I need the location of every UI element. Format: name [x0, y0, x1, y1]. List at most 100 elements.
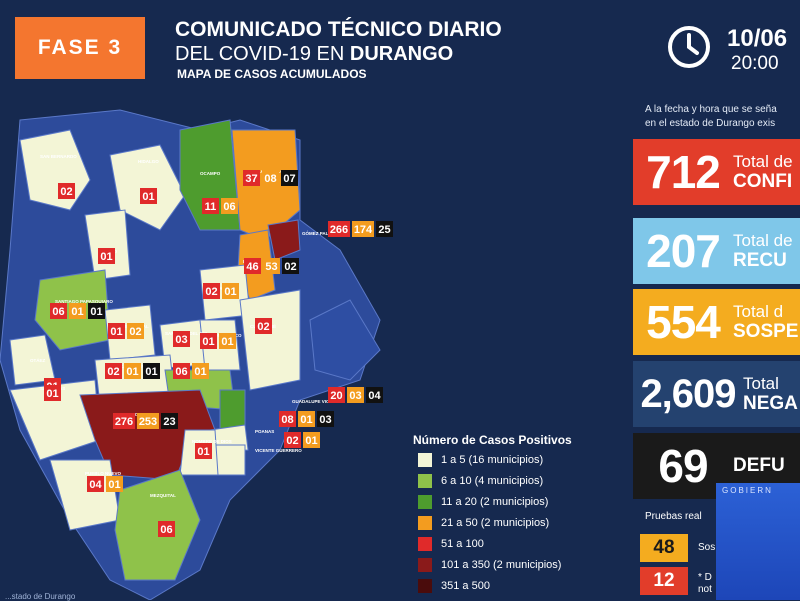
count-box [284, 432, 301, 448]
count-box [137, 413, 159, 429]
municipality-gomez-palacio [267, 219, 301, 261]
count-value: 01 [194, 366, 206, 378]
municipality-cuencame [239, 289, 301, 391]
count-value: 08 [264, 173, 276, 185]
count-box [108, 323, 125, 339]
count-value: 06 [175, 366, 187, 378]
count-box [192, 363, 209, 379]
intro-line-2: en el estado de Durango exis [645, 118, 776, 129]
stat-negative: 2,609 Total NEGA [633, 361, 800, 427]
count-box [221, 198, 238, 214]
count-value: 20 [330, 390, 342, 402]
phase-label: FASE 3 [37, 36, 123, 59]
title-prefix: DEL COVID-19 EN [175, 43, 350, 65]
legend-swatch [418, 453, 432, 467]
count-box [347, 387, 364, 403]
count-box [263, 258, 280, 274]
map-label: NOMBRE DE DIOS [192, 439, 232, 444]
count-box [127, 323, 144, 339]
legend-item: 21 a 50 (2 municipios) [418, 514, 618, 532]
legend-swatch [418, 558, 432, 572]
municipality-mezquital [114, 469, 201, 581]
count-value: 01 [145, 366, 157, 378]
count-value: 06 [160, 524, 172, 536]
legend-swatch [418, 495, 432, 509]
municipality-hidalgo [109, 144, 186, 231]
count-box [173, 363, 190, 379]
page-title-line2: DEL COVID-19 EN DURANGO [175, 43, 453, 66]
count-box [44, 385, 61, 401]
count-box [143, 363, 160, 379]
source-footer: ...stado de Durango [5, 592, 76, 601]
count-value: 01 [71, 306, 83, 318]
count-box [69, 303, 86, 319]
count-value: 01 [126, 366, 138, 378]
count-box [303, 432, 320, 448]
legend-swatch [418, 537, 432, 551]
count-value: 01 [108, 479, 120, 491]
count-box [113, 413, 135, 429]
count-value: 01 [300, 414, 312, 426]
count-value: 02 [107, 366, 119, 378]
phase-badge: FASE 3 [15, 17, 145, 79]
count-box [98, 248, 115, 264]
count-value: 02 [205, 286, 217, 298]
stat-label: Total de RECU [733, 231, 793, 271]
count-value: 03 [319, 414, 331, 426]
legend-item: 101 a 350 (2 municipios) [418, 556, 618, 574]
count-value: 23 [163, 416, 175, 428]
pruebas-title: Pruebas real [645, 511, 702, 522]
count-value: 266 [330, 224, 348, 236]
count-value: 01 [305, 435, 317, 447]
count-value: 11 [205, 201, 217, 213]
map-subtitle: MAPA DE CASOS ACUMULADOS [177, 67, 367, 81]
map-label: HIDALGO [138, 159, 159, 164]
title-state: DURANGO [349, 43, 454, 65]
count-value: 08 [281, 414, 293, 426]
count-value: 06 [223, 201, 235, 213]
legend-item: 11 a 20 (2 municipios) [418, 493, 618, 511]
pruebas-value: 48 [640, 534, 688, 562]
count-box [58, 183, 75, 199]
count-box [88, 303, 105, 319]
count-value: 02 [60, 186, 72, 198]
stat-label: Total d SOSPE [733, 302, 799, 342]
count-box [87, 476, 104, 492]
government-logo: GOBIERN [716, 483, 800, 600]
count-value: 01 [202, 336, 214, 348]
map-label: GÓMEZ PALACIO [302, 229, 340, 236]
count-box [50, 303, 67, 319]
count-box [317, 411, 334, 427]
stat-label: Total de CONFI [733, 152, 793, 192]
count-value: 46 [246, 261, 258, 273]
count-value: 02 [257, 321, 269, 333]
count-box [158, 521, 175, 537]
count-value: 01 [100, 251, 112, 263]
count-box [222, 283, 239, 299]
pruebas-label: Sos [698, 542, 716, 553]
count-box [200, 333, 217, 349]
count-value: 25 [378, 224, 390, 236]
municipality-el-oro [84, 209, 131, 281]
pruebas-value: 12 [640, 567, 688, 595]
count-box [106, 476, 123, 492]
stat-confirmed: 712 Total de CONFI [633, 139, 800, 205]
count-box [282, 258, 299, 274]
stat-value: 207 [646, 225, 721, 277]
count-value: 01 [142, 191, 154, 203]
report-time: 20:00 [731, 53, 779, 74]
map-label: POANAS [255, 429, 274, 434]
intro-text: A la fecha y hora que se seña en el esta… [645, 103, 777, 131]
map-label: OTÁEZ [30, 357, 46, 363]
count-value: 01 [221, 336, 233, 348]
count-box [262, 170, 279, 186]
legend-item: 6 a 10 (4 municipios) [418, 472, 618, 490]
map-label: MEZQUITAL [150, 493, 176, 498]
legend-swatch [418, 516, 432, 530]
stat-recovered: 207 Total de RECU [633, 218, 800, 284]
count-box [195, 443, 212, 459]
count-value: 01 [197, 446, 209, 458]
count-value: 02 [129, 326, 141, 338]
